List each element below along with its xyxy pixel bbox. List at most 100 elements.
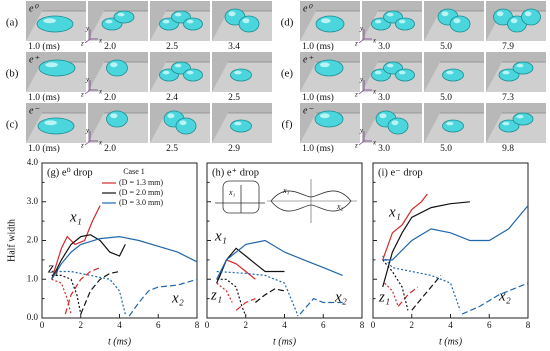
axis-letter: z: [354, 142, 358, 150]
blob-highlight: [234, 70, 242, 75]
time-label: 2.4: [166, 93, 178, 103]
snapshot: [26, 52, 86, 92]
annotation: x₁: [388, 204, 401, 220]
annotation: z₁: [378, 289, 390, 305]
blob-highlight: [516, 114, 524, 119]
blob-highlight: [386, 63, 394, 68]
charge-label: e⁺: [303, 54, 313, 65]
snapshot: [424, 103, 484, 143]
blob-highlight: [502, 70, 510, 75]
inset-label: x₁: [282, 186, 290, 195]
axis-letter: x: [98, 139, 103, 147]
drop-blob: [106, 110, 128, 128]
snapshot: [362, 52, 422, 92]
x-tick-label: 2: [79, 320, 84, 330]
legend-label: (D = 3.0 mm): [119, 198, 163, 207]
time-label: 3.4: [228, 42, 240, 52]
drop-blob: [314, 110, 344, 128]
snapshot: [88, 103, 148, 143]
series-line: [80, 270, 120, 315]
axis-glyph: [358, 140, 365, 146]
blob-highlight: [105, 19, 113, 24]
drop-blob: [442, 119, 464, 133]
charge-label: e⁻: [303, 105, 313, 116]
x-tick-label: 0: [205, 320, 210, 330]
charge-label: e⁺: [29, 54, 39, 65]
annotation: x₁: [214, 228, 227, 244]
series-line: [397, 286, 418, 307]
chart-title: (i) e⁻ drop: [378, 167, 423, 178]
x-tick-label: 2: [410, 320, 415, 330]
y-axis-label: Half width: [6, 219, 17, 262]
series-line: [216, 278, 247, 317]
blob-highlight: [446, 70, 454, 75]
blob-highlight: [242, 18, 250, 24]
charge-label: e⁰: [29, 3, 39, 14]
drop-blob: [512, 112, 534, 126]
snapshot: [486, 103, 546, 143]
blob-highlight: [43, 18, 56, 24]
axis-glyph: [358, 38, 365, 44]
y-tick-label: 2.0: [27, 235, 39, 245]
axis-letter: z: [80, 91, 84, 99]
x-tick-label: 6: [156, 320, 161, 330]
series-line: [51, 274, 82, 315]
row-label: (a): [6, 17, 19, 29]
series-line: [382, 205, 529, 261]
drop-blob: [387, 117, 409, 135]
legend-label: (D = 1.3 mm): [119, 178, 163, 187]
blob-highlight: [319, 113, 330, 119]
x-axis-label: t (ms): [273, 336, 297, 347]
series-line: [382, 255, 461, 311]
blob-highlight: [374, 70, 382, 75]
axis-letter: y: [85, 25, 90, 33]
snapshot: [88, 52, 148, 92]
time-label: 2.0: [104, 144, 116, 154]
blob-highlight: [228, 11, 236, 17]
time-label: 1.0 (ms): [302, 41, 334, 52]
axis-glyph: [84, 140, 91, 146]
series-line: [216, 247, 285, 284]
drop-blob: [175, 117, 197, 135]
series-line: [382, 193, 428, 261]
series-line: [218, 259, 256, 280]
blob-highlight: [162, 70, 170, 75]
annotation: z₁: [210, 287, 222, 303]
plate: [88, 62, 148, 92]
series-line: [216, 282, 233, 303]
time-label: 9.8: [502, 144, 514, 154]
drop-blob: [36, 15, 74, 33]
blob-highlight: [319, 62, 330, 68]
axis-glyph: [358, 89, 365, 95]
series-line: [299, 297, 343, 315]
series-line: [382, 201, 470, 288]
axis-letter: x: [98, 88, 103, 96]
drop-blob: [315, 15, 345, 33]
time-label: 2.0: [104, 93, 116, 103]
blob-highlight: [186, 19, 194, 24]
blob-highlight: [441, 11, 449, 17]
x-tick-label: 2: [244, 320, 249, 330]
axis-glyph: [84, 89, 91, 95]
snapshot: [486, 52, 546, 92]
snapshot: [150, 52, 210, 92]
inset-label: x₁: [228, 188, 236, 197]
time-label: 7.3: [502, 93, 514, 103]
axis-letter: y: [85, 76, 90, 84]
row-label: (d): [281, 17, 294, 29]
snapshot: [362, 103, 422, 143]
drop-blob: [314, 59, 344, 77]
annotation: x₁: [69, 209, 82, 225]
row-label: (f): [282, 119, 293, 131]
time-label: 5.0: [440, 93, 452, 103]
axis-letter: z: [354, 40, 358, 48]
axis-letter: y: [359, 127, 364, 135]
x-axis-label: t (ms): [439, 336, 463, 347]
blob-highlight: [45, 62, 58, 68]
snapshot: [26, 1, 86, 41]
drop-blob: [106, 59, 128, 77]
series-line: [51, 234, 126, 280]
x-tick-label: 0: [371, 320, 376, 330]
drop-blob: [395, 17, 415, 31]
series-line: [411, 275, 442, 311]
